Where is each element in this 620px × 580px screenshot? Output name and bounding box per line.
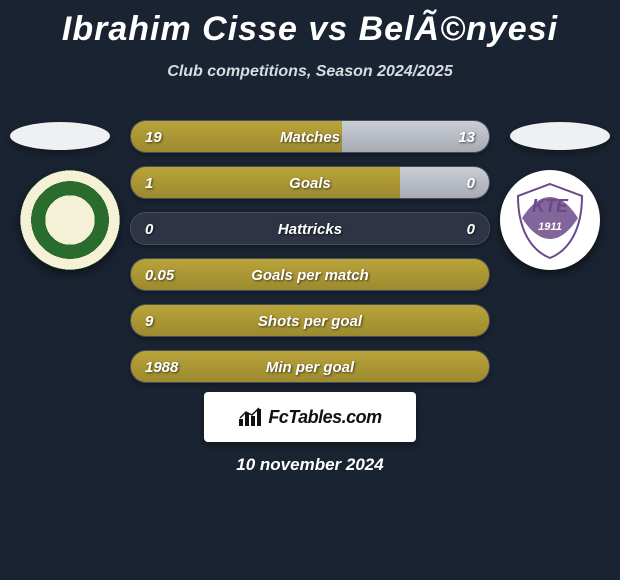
date-label: 10 november 2024 [0,455,620,475]
stat-value-right: 0 [467,213,475,245]
subtitle: Club competitions, Season 2024/2025 [0,63,620,81]
stat-value-right: 0 [467,167,475,199]
stat-row: 1988Min per goal [130,350,490,383]
bars-icon [238,407,262,427]
club-crest-right: KTE 1911 [500,170,600,270]
stat-label: Hattricks [131,213,489,245]
stat-label: Min per goal [131,351,489,383]
player-placeholder-right [510,122,610,150]
stat-value-right: 13 [458,121,475,153]
stat-row: 19Matches13 [130,120,490,153]
shield-icon: KTE 1911 [500,170,600,270]
brand-logo: FcTables.com [204,392,416,442]
stats-container: 19Matches131Goals00Hattricks00.05Goals p… [130,120,490,396]
brand-text: FcTables.com [268,407,381,428]
svg-text:1911: 1911 [538,221,562,233]
stat-label: Matches [131,121,489,153]
stat-row: 9Shots per goal [130,304,490,337]
page-title: Ibrahim Cisse vs BelÃ©nyesi [0,0,620,49]
stat-row: 0Hattricks0 [130,212,490,245]
stat-row: 1Goals0 [130,166,490,199]
club-crest-left [20,170,120,270]
svg-text:KTE: KTE [532,196,569,216]
stat-row: 0.05Goals per match [130,258,490,291]
stat-label: Shots per goal [131,305,489,337]
stat-label: Goals per match [131,259,489,291]
player-placeholder-left [10,122,110,150]
stat-label: Goals [131,167,489,199]
